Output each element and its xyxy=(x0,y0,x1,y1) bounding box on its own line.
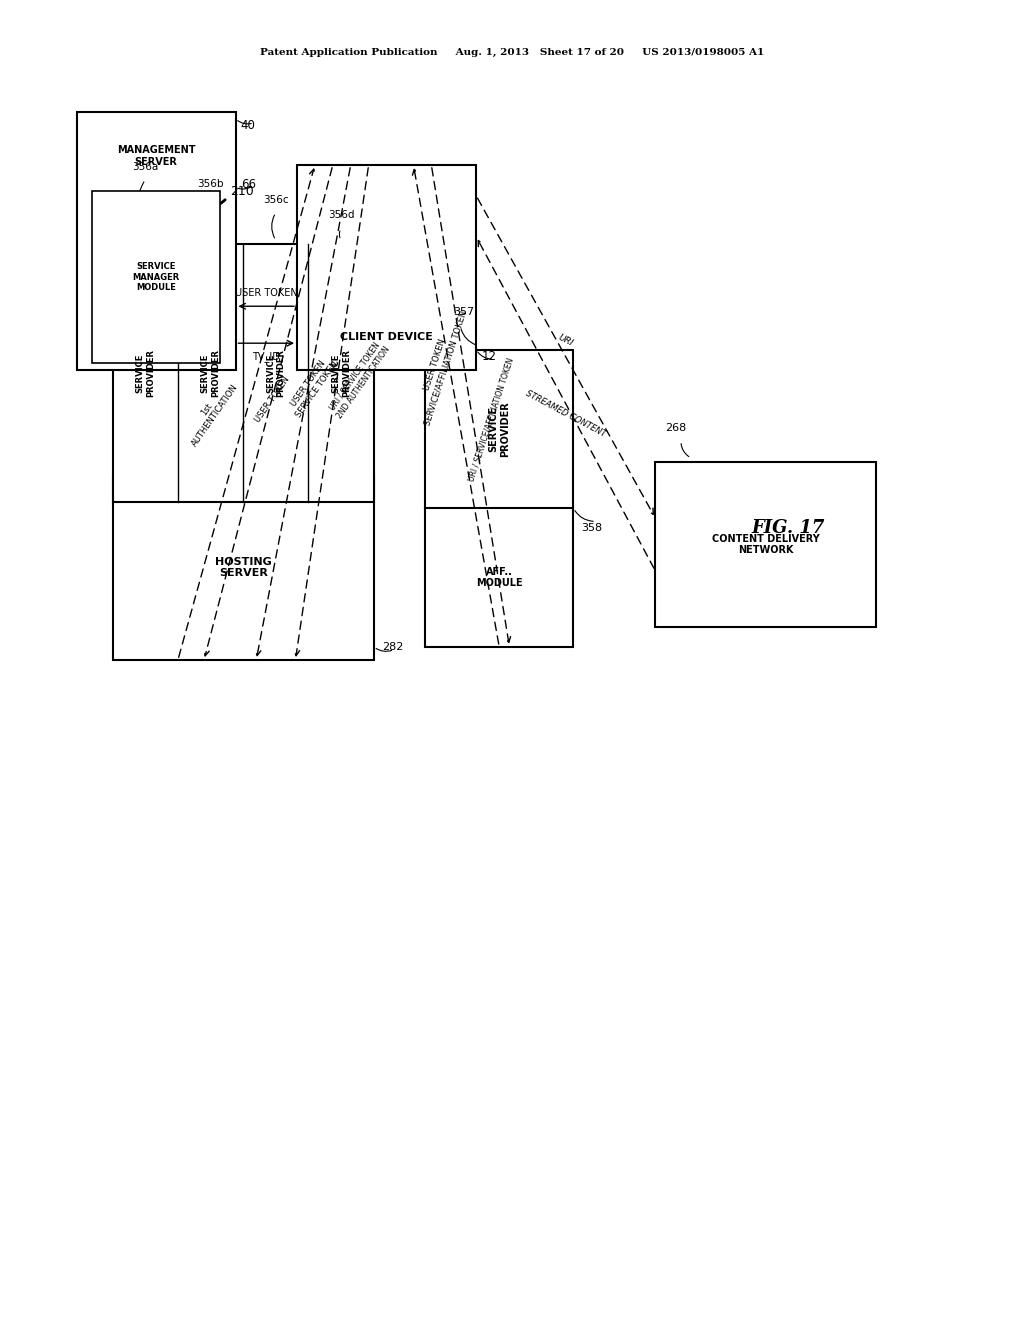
Text: 356b: 356b xyxy=(198,178,224,189)
Text: 12: 12 xyxy=(481,350,497,363)
Text: SERVICE
PROVIDER: SERVICE PROVIDER xyxy=(332,348,351,397)
Text: 66: 66 xyxy=(241,178,256,191)
Text: 40: 40 xyxy=(241,119,256,132)
Text: 282: 282 xyxy=(382,642,403,652)
Bar xyxy=(297,165,476,370)
Text: 357: 357 xyxy=(453,306,474,317)
Text: SERVICE
PROVIDER: SERVICE PROVIDER xyxy=(135,348,155,397)
Text: USER TOKEN
SERVICE TOKEN: USER TOKEN SERVICE TOKEN xyxy=(286,354,340,418)
Text: CLIENT DEVICE: CLIENT DEVICE xyxy=(340,331,433,342)
Text: 356c: 356c xyxy=(263,194,289,205)
Bar xyxy=(92,191,220,363)
Text: 210: 210 xyxy=(230,185,254,198)
Text: 268: 268 xyxy=(666,422,686,433)
Text: USER TOKEN: USER TOKEN xyxy=(253,375,291,424)
Text: 1st
AUTHENTICATION: 1st AUTHENTICATION xyxy=(181,376,240,449)
Text: URI / SERVICE/AFFILIATION TOKEN: URI / SERVICE/AFFILIATION TOKEN xyxy=(467,356,516,482)
Text: Patent Application Publication     Aug. 1, 2013   Sheet 17 of 20     US 2013/019: Patent Application Publication Aug. 1, 2… xyxy=(260,49,764,57)
Text: AFF..
MODULE: AFF.. MODULE xyxy=(476,566,522,589)
Text: TV_ID: TV_ID xyxy=(252,351,281,362)
Text: MANAGEMENT
SERVER: MANAGEMENT SERVER xyxy=(117,145,196,166)
Text: USER TOKEN
SERVICE/AFFILIATION TOKEN: USER TOKEN SERVICE/AFFILIATION TOKEN xyxy=(413,306,468,426)
Text: CONTENT DELIVERY
NETWORK: CONTENT DELIVERY NETWORK xyxy=(712,533,819,556)
Bar xyxy=(655,462,876,627)
Bar xyxy=(425,350,573,647)
Text: SERVICE
PROVIDER: SERVICE PROVIDER xyxy=(201,348,220,397)
Text: URI / SERVICE TOKEN
2ND AUTHENTICATION: URI / SERVICE TOKEN 2ND AUTHENTICATION xyxy=(327,339,391,420)
Text: SERVICE
PROVIDER: SERVICE PROVIDER xyxy=(488,401,510,457)
Text: SERVICE
MANAGER
MODULE: SERVICE MANAGER MODULE xyxy=(132,263,180,292)
Bar xyxy=(77,112,236,370)
Bar xyxy=(113,244,374,502)
Text: SERVICE
PROVIDER: SERVICE PROVIDER xyxy=(266,348,286,397)
Text: STREAMED CONTENT: STREAMED CONTENT xyxy=(524,388,607,438)
Text: 356a: 356a xyxy=(132,161,159,172)
Text: FIG. 17: FIG. 17 xyxy=(752,519,825,537)
Text: 358: 358 xyxy=(582,523,603,533)
Text: 356d: 356d xyxy=(328,210,354,220)
Text: URI: URI xyxy=(557,333,574,348)
Bar xyxy=(113,475,374,660)
Text: HOSTING
SERVER: HOSTING SERVER xyxy=(215,557,271,578)
Text: USER TOKEN: USER TOKEN xyxy=(234,288,298,298)
